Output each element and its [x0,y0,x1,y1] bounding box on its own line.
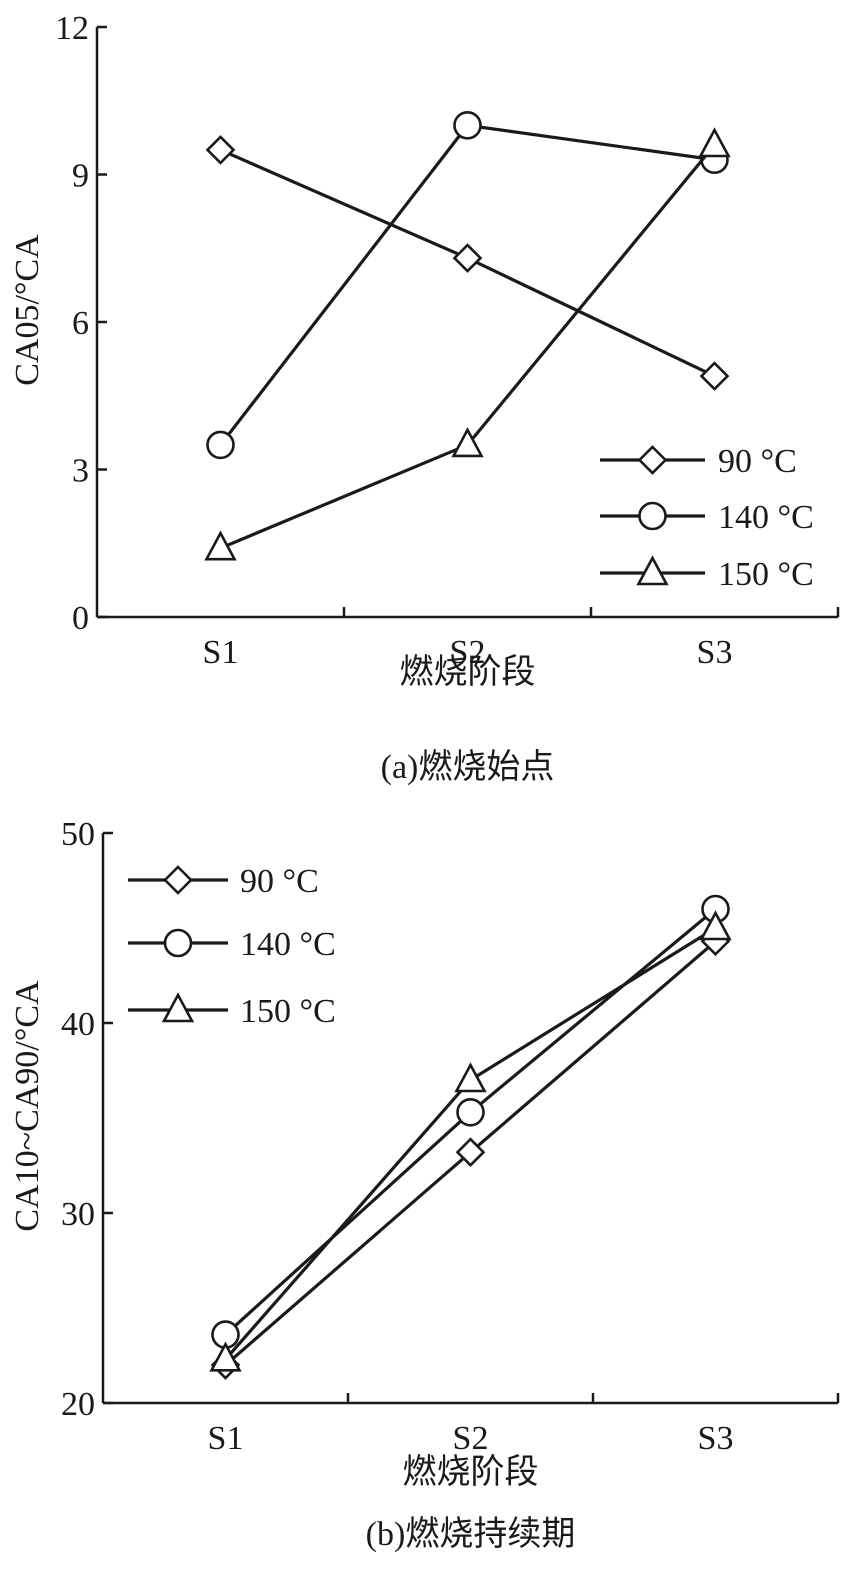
data-point-triangle [698,127,731,158]
figure-caption: (b)燃烧持续期 [366,1515,576,1553]
legend-label: 150 °C [718,556,814,593]
legend-marker-circle [638,501,667,531]
series-line [219,123,715,446]
legend-label: 140 °C [718,499,814,536]
data-point-diamond [452,243,483,273]
legend-label: 90 °C [718,443,797,480]
y-axis-title: CA05/°CA [9,234,46,386]
y-tick-label: 6 [72,305,89,342]
y-tick-label: 50 [61,816,95,853]
x-tick-label: S3 [698,1420,734,1457]
data-point-triangle [451,427,484,458]
x-axis-title: 燃烧阶段 [400,653,536,691]
legend-marker-triangle [161,992,195,1023]
y-axis-title: CA10~CA90/°CA [9,980,46,1232]
legend-label: 150 °C [240,993,336,1030]
data-point-triangle [209,1341,242,1372]
data-point-diamond [455,1137,486,1168]
data-point-triangle [204,530,237,561]
legend-marker-triangle [636,555,669,586]
data-point-diamond [205,135,236,165]
y-tick-label: 0 [72,600,89,637]
legend-label: 90 °C [240,863,319,900]
data-point-circle [456,1098,485,1127]
data-point-circle [206,430,235,460]
legend-marker-diamond [637,445,668,475]
y-tick-label: 9 [72,158,89,195]
y-tick-label: 3 [72,453,89,490]
x-axis-title: 燃烧阶段 [403,1453,539,1491]
data-point-triangle [454,1062,487,1093]
y-tick-label: 12 [55,10,89,47]
y-tick-label: 30 [61,1196,95,1233]
legend-marker-circle [163,928,193,958]
x-tick-label: S2 [453,1420,489,1457]
x-tick-label: S2 [450,634,486,671]
figure-caption: (a)燃烧始点 [381,748,555,786]
legend-label: 140 °C [240,926,336,963]
x-tick-label: S1 [203,634,239,671]
legend-marker-diamond [163,865,193,895]
data-point-triangle [699,910,732,941]
data-point-diamond [699,361,730,391]
y-tick-label: 20 [61,1386,95,1423]
x-tick-label: S3 [697,634,733,671]
chart-panel-a: 0 3 6 9 12 S1 S2 S3 燃烧阶段 CA05/°CA (a)燃烧始点 90 °C 140 … [9,10,840,786]
chart-panel-b: 20 30 40 50 S1 S2 S3 燃烧阶段 CA10~CA90/°CA (b)燃烧持续期 9… [9,816,840,1553]
data-point-circle [453,111,482,140]
x-tick-label: S1 [208,1420,244,1457]
y-tick-label: 40 [61,1006,95,1043]
